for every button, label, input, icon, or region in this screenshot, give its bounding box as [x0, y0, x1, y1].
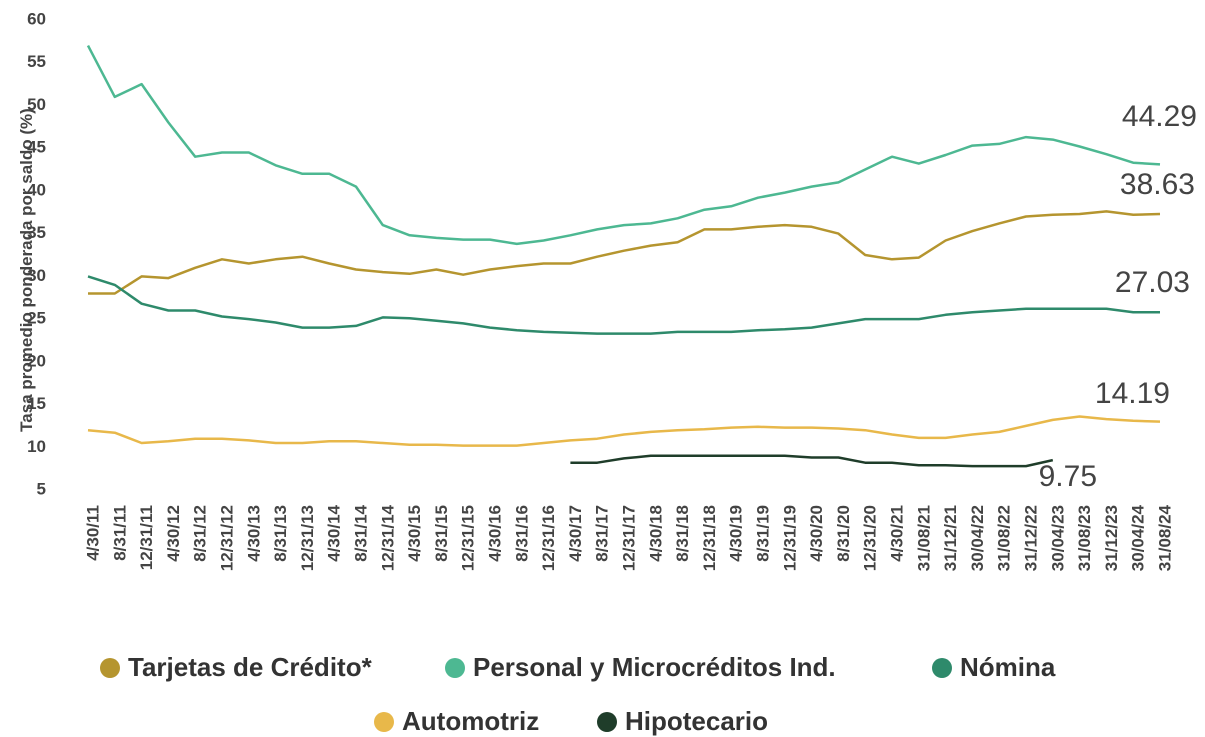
y-tick-label: 5 — [37, 479, 46, 498]
end-label: 9.75 — [1039, 460, 1097, 493]
x-tick-label: 8/31/14 — [351, 504, 370, 561]
y-tick-label: 60 — [27, 9, 46, 28]
x-tick-label: 4/30/20 — [807, 505, 826, 562]
legend-marker — [445, 658, 465, 678]
x-tick-label: 8/31/20 — [834, 505, 853, 562]
x-tick-label: 4/30/17 — [566, 505, 585, 562]
x-tick-label: 31/08/24 — [1155, 504, 1174, 571]
x-tick-label: 12/31/18 — [700, 505, 719, 571]
x-tick-label: 8/31/13 — [271, 505, 290, 562]
x-tick-label: 31/12/23 — [1102, 505, 1121, 571]
x-tick-label: 8/31/18 — [673, 505, 692, 562]
x-tick-label: 4/30/21 — [887, 505, 906, 562]
x-tick-label: 4/30/19 — [727, 505, 746, 562]
end-label: 44.29 — [1122, 100, 1197, 133]
y-tick-label: 40 — [27, 180, 46, 199]
x-tick-label: 8/31/19 — [753, 505, 772, 562]
legend-marker — [597, 712, 617, 732]
x-tick-label: 12/31/14 — [378, 504, 397, 571]
x-tick-label: 12/31/20 — [861, 505, 880, 571]
series-line — [86, 45, 1161, 246]
legend-label: Hipotecario — [625, 706, 768, 736]
x-tick-label: 12/31/11 — [137, 505, 156, 570]
x-tick-label: 8/31/12 — [191, 505, 210, 562]
x-tick-label: 12/31/15 — [459, 505, 478, 571]
x-tick-label: 31/08/22 — [995, 505, 1014, 571]
x-tick-label: 31/12/21 — [941, 505, 960, 571]
x-tick-label: 8/31/15 — [432, 505, 451, 562]
y-tick-label: 20 — [27, 351, 46, 370]
y-tick-label: 35 — [27, 223, 46, 242]
x-tick-label: 4/30/14 — [325, 504, 344, 561]
legend-label: Automotriz — [402, 706, 539, 736]
x-tick-label: 12/31/13 — [298, 505, 317, 571]
y-axis-label: Tasa promedio ponderada por saldo (%) — [17, 108, 36, 432]
x-tick-label: 8/31/11 — [110, 505, 129, 561]
series-line — [87, 275, 1160, 335]
y-tick-label: 15 — [27, 394, 46, 413]
x-tick-label: 4/30/13 — [244, 505, 263, 562]
end-label: 38.63 — [1120, 168, 1195, 201]
x-tick-label: 4/30/16 — [485, 505, 504, 562]
x-tick-label: 30/04/23 — [1048, 505, 1067, 571]
y-tick-label: 30 — [27, 266, 46, 285]
x-tick-label: 12/31/16 — [539, 505, 558, 571]
x-tick-label: 4/30/18 — [646, 505, 665, 562]
y-tick-label: 55 — [27, 52, 46, 71]
x-tick-label: 12/31/12 — [217, 505, 236, 571]
y-tick-label: 45 — [27, 138, 46, 157]
y-tick-label: 25 — [27, 309, 46, 328]
x-tick-label: 8/31/16 — [512, 505, 531, 562]
x-tick-label: 30/04/22 — [968, 505, 987, 571]
legend-marker — [374, 712, 394, 732]
x-tick-label: 8/31/17 — [593, 505, 612, 562]
end-label: 14.19 — [1095, 377, 1170, 410]
legend-marker — [100, 658, 120, 678]
x-tick-label: 4/30/15 — [405, 505, 424, 562]
y-tick-label: 10 — [27, 437, 46, 456]
x-tick-label: 31/08/23 — [1075, 505, 1094, 571]
x-tick-label: 4/30/12 — [164, 505, 183, 562]
end-label: 27.03 — [1115, 266, 1190, 299]
series-line — [88, 210, 1161, 295]
legend-label: Nómina — [960, 652, 1056, 682]
x-tick-label: 30/04/24 — [1129, 504, 1148, 571]
x-tick-label: 4/30/11 — [83, 505, 102, 561]
x-tick-label: 31/08/21 — [914, 505, 933, 571]
x-tick-label: 12/31/19 — [780, 505, 799, 571]
x-tick-label: 31/12/22 — [1021, 505, 1040, 571]
legend-label: Tarjetas de Crédito* — [128, 652, 373, 682]
series-line — [87, 415, 1161, 447]
legend-label: Personal y Microcréditos Ind. — [473, 652, 836, 682]
series-line — [570, 454, 1054, 468]
legend-marker — [932, 658, 952, 678]
x-tick-label: 12/31/17 — [619, 505, 638, 571]
y-tick-label: 50 — [27, 95, 46, 114]
